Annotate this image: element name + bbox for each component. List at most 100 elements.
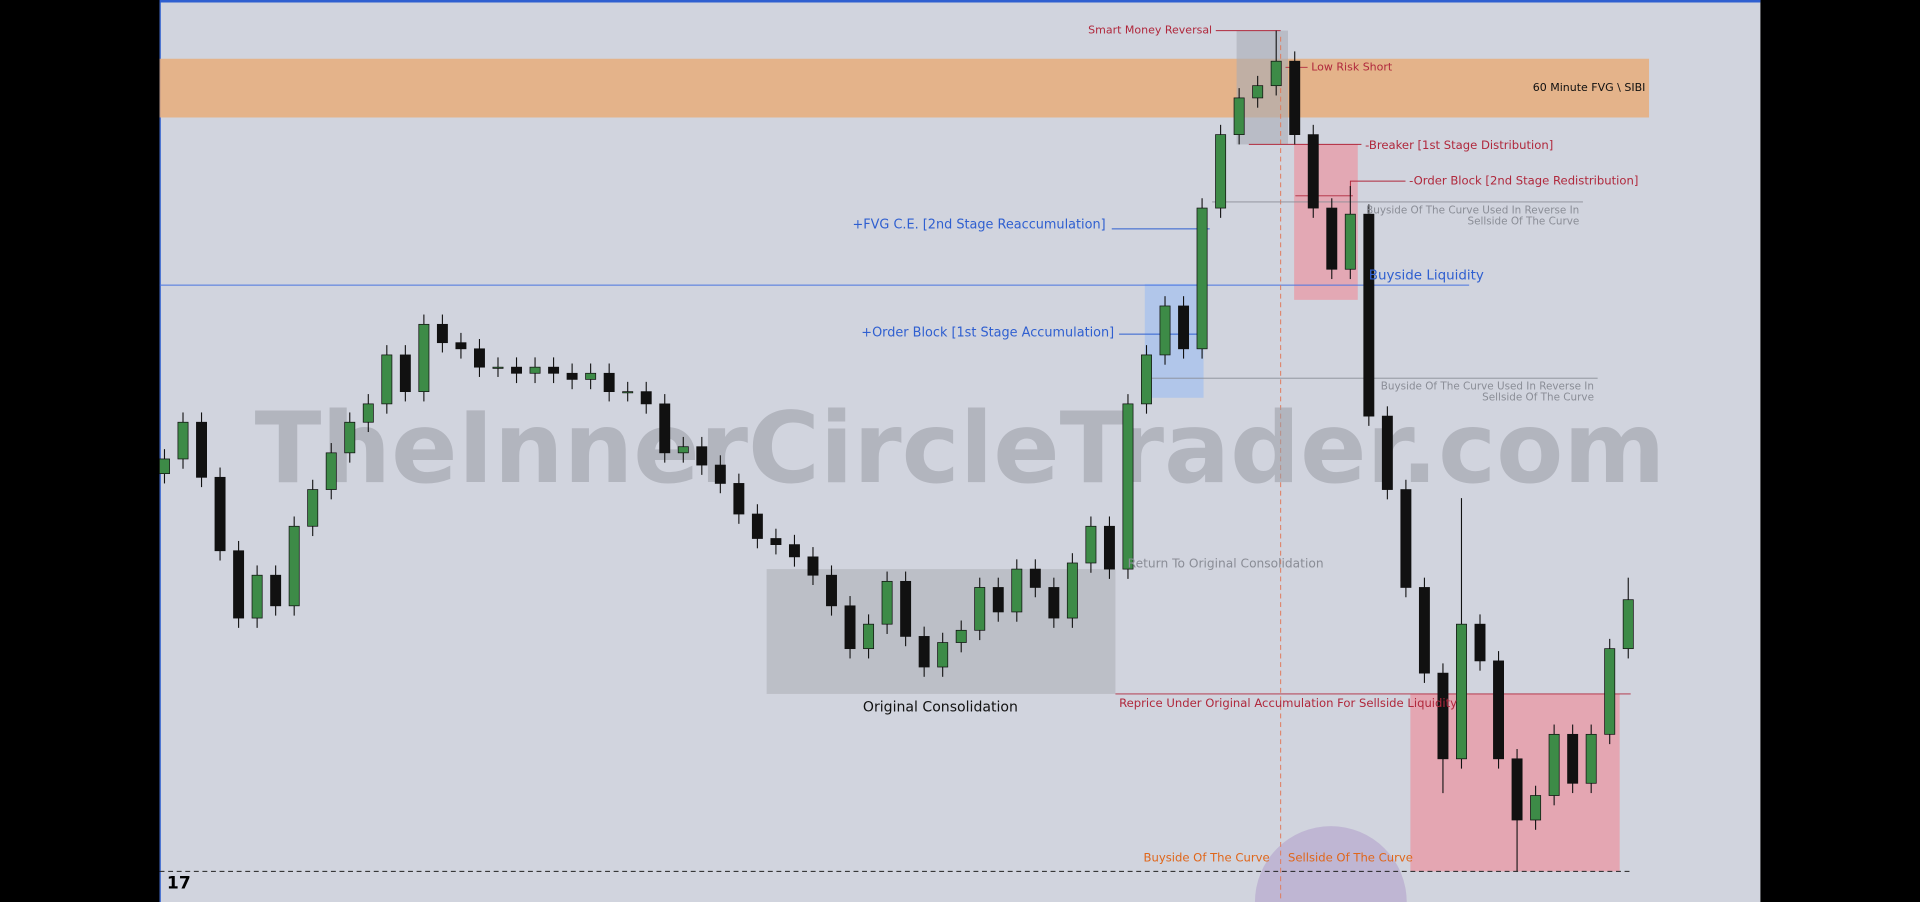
candle-body [1418,587,1430,674]
annotation: Sellside Of The Curve [1288,850,1413,864]
candle-body [381,354,393,405]
annotation: -Breaker [1st Stage Distribution] [1365,138,1553,152]
candle-body [807,556,819,576]
logo: 𝟭𝟳 [167,874,191,894]
candle-body [696,446,708,466]
candle-body [1363,213,1375,417]
candle-body [288,525,300,607]
annotation: Sellside Of The Curve [1468,216,1580,228]
candle-body [1159,305,1171,356]
annotations: Smart Money Reversal Low Risk Short 60 Min… [852,24,1645,865]
candle-body [214,476,226,552]
watermark: TheInnerCircleTrader.com [255,392,1666,506]
candle-body [1456,623,1467,760]
annotation: +Order Block [1st Stage Accumulation] [861,325,1114,340]
candle-body [677,446,689,454]
candle-body [1530,795,1542,821]
candle-body [640,391,652,405]
candle-body [1085,525,1097,564]
candle-body [270,574,282,607]
candle-body [1011,568,1023,613]
annotation: Buyside Of The Curve [1144,850,1270,864]
candle-body [1567,733,1579,784]
candle-body [1585,733,1597,784]
candle-body [714,464,726,484]
candle-body [196,421,207,478]
candle-body [399,354,411,393]
candle-body [529,366,541,374]
candle-body [844,605,856,650]
candle-body [1326,207,1338,270]
candle-body [955,629,967,643]
candle-body [918,636,930,668]
annotation: +FVG C.E. [2nd Stage Reaccumulation] [852,218,1105,233]
annotation: Original Consolidation [863,699,1018,715]
candle-body [863,623,875,650]
candle-body [1122,403,1134,570]
candle-body [548,366,560,374]
candle-body [511,366,522,374]
candle-body [159,458,170,475]
candle-body [307,489,319,527]
annotation: Buyside Liquidity [1369,268,1484,283]
curve-marker [1254,826,1407,902]
candle-body [1344,213,1356,270]
candle-body [1493,660,1505,760]
candle-body [881,580,893,625]
annotation: -Order Block [2nd Stage Redistribution] [1409,174,1638,188]
order-block-zone [1144,283,1204,398]
candle-body [1196,207,1208,350]
candle-body [1511,758,1523,821]
candle-body [436,323,448,344]
candle-body [1178,305,1190,350]
candle-body [751,513,763,539]
candle-body [1307,134,1319,209]
candle-body [325,452,337,490]
candle-body [900,580,912,637]
candle-body [1622,599,1634,650]
candle-body [1029,568,1041,588]
candle-body [1233,97,1245,135]
candle-body [974,587,986,631]
annotation: Reprice Under Original Accumulation For … [1119,696,1457,710]
annotation: Smart Money Reversal [1088,24,1212,37]
candle-body [1474,623,1486,662]
candle-body [1548,733,1560,796]
candle-body [788,544,800,558]
candle-body [251,574,263,619]
candle-body [826,574,837,607]
candle-body [1252,85,1264,99]
candle-body [1381,415,1393,490]
fvg-zone [159,58,1650,118]
candle-body [233,550,245,619]
candle-body [585,372,597,380]
candle-body [344,421,356,454]
candle-body [1270,60,1282,87]
candle-body [770,538,782,545]
candle-body [1048,587,1060,619]
candle-body [992,587,1004,613]
candle-body [474,348,485,368]
candle-body [1103,525,1115,570]
annotation: 60 Minute FVG \ SIBI [1533,81,1646,94]
annotation: Low Risk Short [1311,60,1393,73]
candle-body [418,323,430,393]
candle-body [1066,562,1078,619]
candle-body [603,372,615,393]
candle-body [622,391,634,394]
candle-body [492,366,504,369]
candle-body [659,403,671,454]
candle-body [1215,134,1227,209]
candle-body [566,372,578,380]
annotation: Return To Original Consolidation [1128,557,1324,571]
consolidation-zone [766,569,1116,694]
candle-body [733,483,745,515]
candle-body [177,421,189,460]
annotation: Sellside Of The Curve [1482,392,1594,404]
candle-body [362,403,374,423]
candle-body [1400,489,1412,588]
candle-body [1604,648,1616,735]
candles [159,30,1634,872]
